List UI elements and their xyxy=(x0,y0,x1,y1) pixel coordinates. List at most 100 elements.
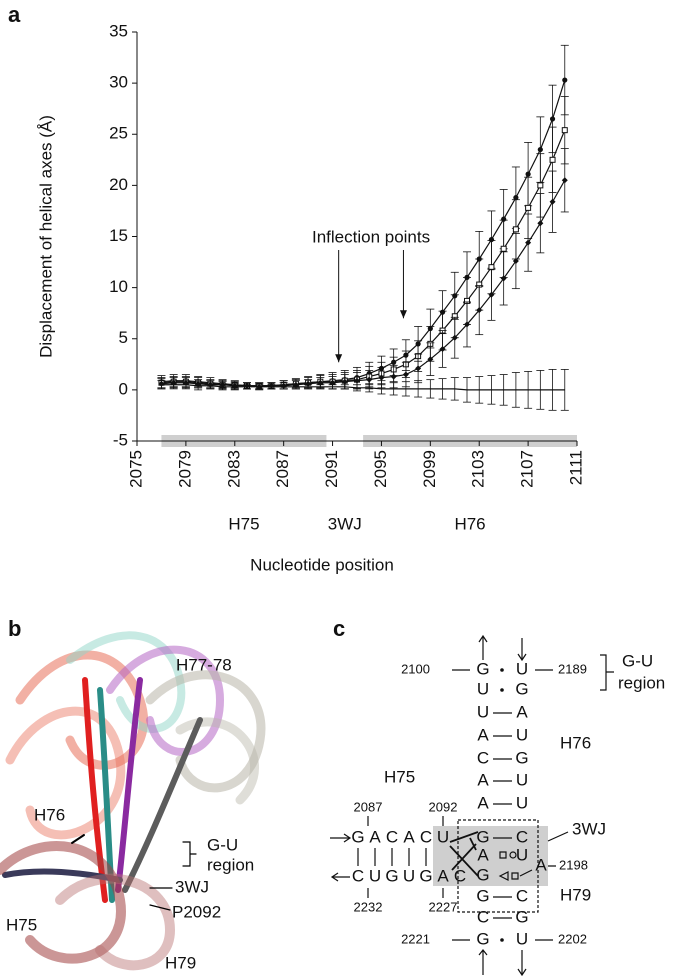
nucleotide: U xyxy=(516,725,528,744)
nucleotide: U xyxy=(516,793,528,812)
bracket xyxy=(600,654,614,691)
nucleotide: C xyxy=(386,827,398,846)
x-tick-label: 2091 xyxy=(322,450,341,488)
noncanonical-pair xyxy=(499,851,517,859)
point xyxy=(464,321,470,328)
nucleotide: G xyxy=(476,886,489,905)
nucleotide: U xyxy=(516,659,528,678)
point xyxy=(513,195,519,201)
point xyxy=(390,373,397,380)
gu-dot xyxy=(500,668,504,672)
nucleotide: U xyxy=(369,866,381,885)
annotation-arrow xyxy=(399,250,407,319)
residue-number: 2221 xyxy=(401,931,430,946)
y-tick-label: 15 xyxy=(109,226,128,245)
arrow-head xyxy=(399,310,407,319)
ribbon xyxy=(5,706,126,840)
residue-number: 2087 xyxy=(354,799,383,814)
arrow xyxy=(478,634,488,660)
point xyxy=(451,334,458,341)
point xyxy=(525,239,532,246)
nucleotide: C xyxy=(420,827,432,846)
region-label: G-U xyxy=(207,835,238,854)
3wj-box xyxy=(433,826,548,886)
nucleotide: A xyxy=(477,725,489,744)
point xyxy=(415,365,422,372)
region-label: H75 xyxy=(228,514,259,533)
panel-label: a xyxy=(8,2,21,27)
point xyxy=(500,275,507,282)
gu-dot xyxy=(500,688,504,692)
nucleotide: G xyxy=(476,865,489,884)
nucleotide: A xyxy=(437,866,449,885)
point xyxy=(305,380,312,387)
nucleotide: G xyxy=(515,679,528,698)
leader-line xyxy=(149,887,173,911)
nucleotide: U xyxy=(516,845,528,864)
helix-label: H76 xyxy=(560,733,591,752)
panel-label: c xyxy=(333,616,345,641)
point xyxy=(562,77,568,83)
leader-line xyxy=(452,669,556,941)
ribbon xyxy=(145,670,266,793)
nucleotide: G xyxy=(351,827,364,846)
y-tick-label: 35 xyxy=(109,21,128,40)
y-tick-label: 10 xyxy=(109,277,128,296)
nucleotide: U xyxy=(403,866,415,885)
leader-line xyxy=(367,816,444,898)
panel-label: b xyxy=(8,616,21,641)
series-line xyxy=(161,384,565,391)
residue-number: 2198 xyxy=(559,857,588,872)
y-tick-label: -5 xyxy=(113,430,128,449)
nucleotide: U xyxy=(477,702,489,721)
residue-number: 2100 xyxy=(401,661,430,676)
annotation-text: Inflection points xyxy=(312,227,430,246)
nucleotide: U xyxy=(437,827,449,846)
helix-label: H75 xyxy=(6,915,37,934)
nucleotide: U xyxy=(516,770,528,789)
nucleotide: A xyxy=(477,845,489,864)
nucleotide: C xyxy=(477,907,489,926)
nucleotide: A xyxy=(477,770,489,789)
point xyxy=(512,226,519,233)
nucleotide: C xyxy=(352,866,364,885)
point xyxy=(525,171,531,177)
helix-label: H79 xyxy=(560,885,591,904)
nucleotide: G xyxy=(515,748,528,767)
y-tick-label: 30 xyxy=(109,73,128,92)
nucleotide: C xyxy=(516,886,528,905)
y-tick-label: 5 xyxy=(119,328,128,347)
nucleotide: C xyxy=(516,827,528,846)
junction-label: 3WJ xyxy=(572,819,606,838)
point xyxy=(549,116,556,122)
helix-label: H76 xyxy=(34,805,65,824)
point xyxy=(378,374,385,381)
point xyxy=(537,220,544,227)
x-tick-label: 2083 xyxy=(224,450,243,488)
point xyxy=(525,204,532,211)
dashed-box xyxy=(457,819,539,913)
point xyxy=(439,345,446,352)
helix-label: H75 xyxy=(384,767,415,786)
x-tick-label: 2103 xyxy=(469,450,488,488)
residue-number: 2092 xyxy=(429,799,458,814)
nucleotide: G xyxy=(476,827,489,846)
arrow xyxy=(71,834,85,844)
point xyxy=(366,376,373,383)
point xyxy=(476,307,483,314)
nucleotide: A xyxy=(369,827,381,846)
arrow xyxy=(517,950,527,977)
nucleotide: G xyxy=(385,866,398,885)
series-line xyxy=(161,179,566,388)
series-line xyxy=(161,129,566,387)
gu-dot xyxy=(500,938,504,942)
region-label: region xyxy=(618,673,665,692)
helix-axis xyxy=(122,717,203,893)
nucleotide: G xyxy=(476,929,489,948)
base-pair xyxy=(493,712,512,919)
x-tick-label: 2099 xyxy=(420,450,439,488)
residue-label: P2092 xyxy=(172,902,221,921)
point xyxy=(549,156,556,163)
residue-number: 2189 xyxy=(558,661,587,676)
